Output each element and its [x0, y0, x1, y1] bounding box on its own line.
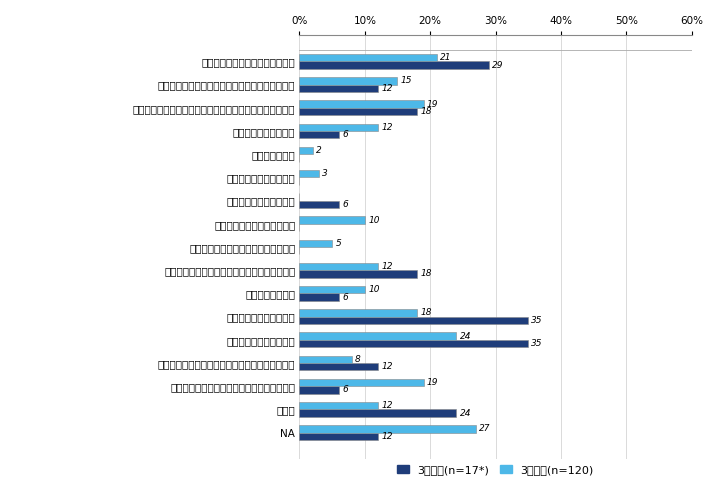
Bar	[299, 286, 365, 293]
Bar	[299, 108, 417, 115]
Bar	[299, 170, 319, 177]
Bar	[299, 433, 378, 440]
Bar	[299, 131, 339, 138]
Bar	[299, 270, 417, 278]
Bar	[299, 340, 528, 347]
Text: 5: 5	[335, 239, 341, 248]
Text: 24: 24	[460, 331, 471, 341]
Text: 6: 6	[342, 200, 348, 209]
Text: 15: 15	[401, 76, 412, 85]
Text: 12: 12	[381, 262, 393, 271]
Bar	[299, 124, 378, 131]
Text: 10: 10	[368, 285, 379, 294]
Text: 12: 12	[381, 84, 393, 93]
Text: 18: 18	[421, 269, 432, 279]
Text: 35: 35	[531, 316, 543, 325]
Bar	[299, 201, 339, 208]
Text: 12: 12	[381, 123, 393, 132]
Text: 21: 21	[440, 53, 451, 62]
Text: 27: 27	[479, 424, 491, 433]
Text: 3: 3	[322, 169, 328, 178]
Bar	[299, 216, 365, 224]
Text: 19: 19	[427, 99, 438, 109]
Text: 18: 18	[421, 308, 432, 318]
Text: 19: 19	[427, 378, 438, 387]
Text: 18: 18	[421, 107, 432, 116]
Bar	[299, 363, 378, 370]
Bar	[299, 402, 378, 410]
Bar	[299, 356, 352, 363]
Bar	[299, 240, 332, 247]
Bar	[299, 100, 424, 108]
Bar	[299, 309, 417, 317]
Bar	[299, 54, 436, 61]
Text: 12: 12	[381, 401, 393, 410]
Text: 2: 2	[316, 146, 322, 155]
Bar	[299, 147, 312, 154]
Text: 6: 6	[342, 292, 348, 302]
Bar	[299, 332, 456, 340]
Text: 6: 6	[342, 130, 348, 139]
Bar	[299, 410, 456, 417]
Text: 12: 12	[381, 432, 393, 441]
Text: 8: 8	[355, 355, 361, 364]
Text: 35: 35	[531, 339, 543, 348]
Bar	[299, 84, 378, 92]
Text: 6: 6	[342, 385, 348, 395]
Bar	[299, 61, 489, 69]
Bar	[299, 263, 378, 270]
Text: 10: 10	[368, 215, 379, 225]
Bar	[299, 425, 476, 433]
Text: 29: 29	[492, 61, 504, 70]
Bar	[299, 386, 339, 394]
Text: 12: 12	[381, 362, 393, 371]
Bar	[299, 317, 528, 324]
Bar	[299, 293, 339, 301]
Bar	[299, 77, 398, 84]
Bar	[299, 379, 424, 386]
Legend: 3年未満(n=17*), 3年以上(n=120): 3年未満(n=17*), 3年以上(n=120)	[393, 460, 598, 479]
Text: 24: 24	[460, 409, 471, 418]
